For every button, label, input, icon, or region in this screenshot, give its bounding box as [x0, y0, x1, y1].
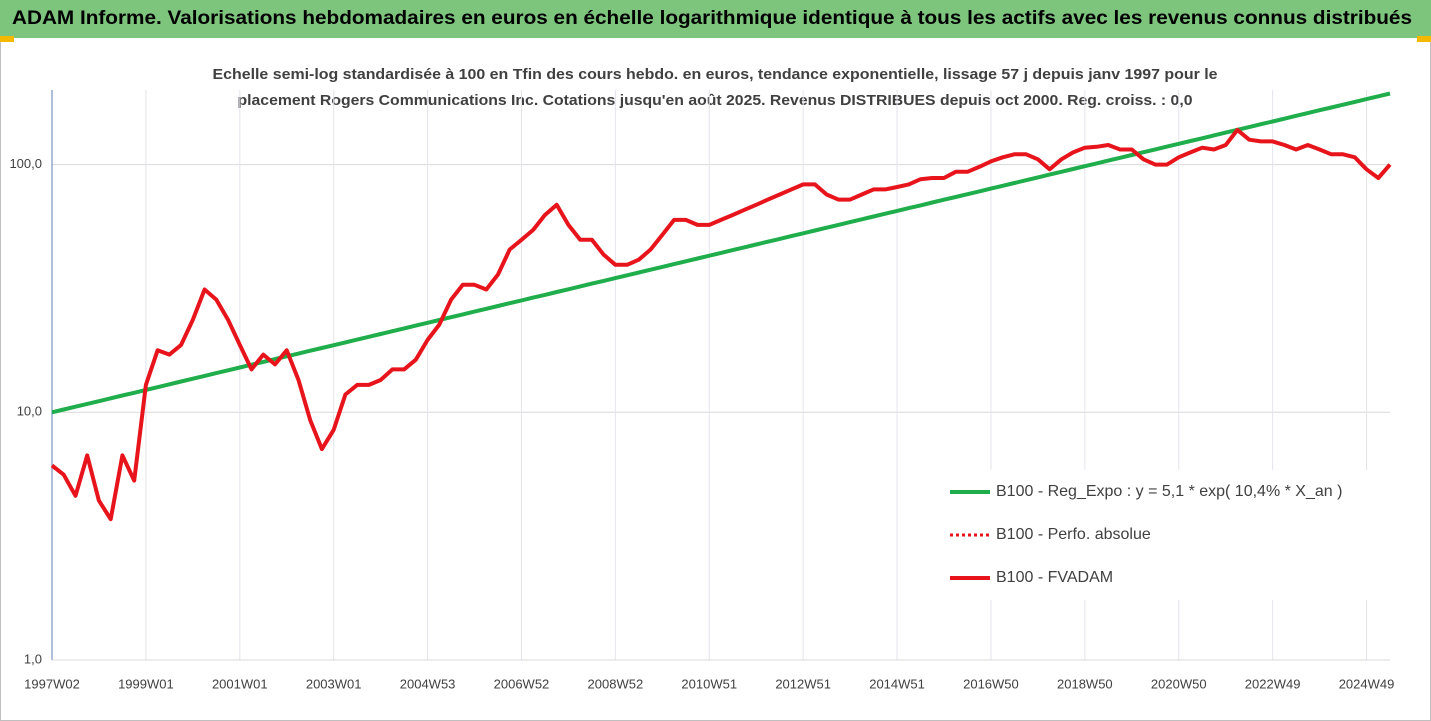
chart-subtitle: Echelle semi-log standardisée à 100 en T… [213, 66, 1218, 83]
y-tick-label: 10,0 [17, 404, 42, 419]
chart-title: ADAM Informe. Valorisations hebdomadaire… [12, 8, 1412, 29]
corner-mark [1417, 36, 1431, 42]
legend-label: B100 - FVADAM [996, 569, 1113, 586]
x-tick-label: 2024W49 [1339, 676, 1395, 691]
x-tick-label: 2004W53 [400, 676, 456, 691]
x-tick-label: 2008W52 [588, 676, 644, 691]
legend-items: B100 - Reg_Expo : y = 5,1 * exp( 10,4% *… [950, 483, 1342, 586]
x-tick-label: 2018W50 [1057, 676, 1113, 691]
series-line [51, 91, 1391, 415]
x-tick-label: 2022W49 [1245, 676, 1301, 691]
x-tick-label: 2016W50 [963, 676, 1019, 691]
corner-mark [0, 36, 14, 42]
chart-subtitle: placement Rogers Communications Inc. Cot… [238, 92, 1193, 109]
legend [940, 470, 1380, 600]
x-tick-label: 2001W01 [212, 676, 268, 691]
x-tick-label: 2010W51 [681, 676, 737, 691]
x-tick-label: 2003W01 [306, 676, 362, 691]
x-tick-label: 1999W01 [118, 676, 174, 691]
title-bar [0, 0, 1431, 38]
x-tick-label: 1997W02 [24, 676, 80, 691]
x-tick-label: 2014W51 [869, 676, 925, 691]
legend-label: B100 - Perfo. absolue [996, 526, 1151, 543]
x-tick-label: 2012W51 [775, 676, 831, 691]
y-tick-label: 1,0 [24, 651, 42, 666]
x-tick-label: 2020W50 [1151, 676, 1207, 691]
series-line [50, 127, 1392, 522]
y-tick-label: 100,0 [9, 156, 42, 171]
legend-label: B100 - Reg_Expo : y = 5,1 * exp( 10,4% *… [996, 483, 1342, 500]
plot [50, 91, 1392, 522]
x-tick-label: 2006W52 [494, 676, 550, 691]
